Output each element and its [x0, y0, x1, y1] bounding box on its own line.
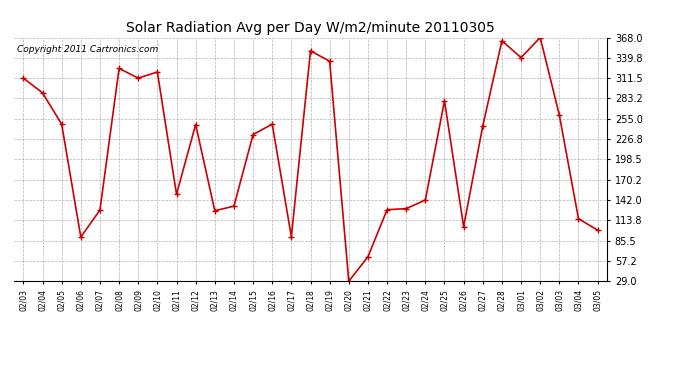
Title: Solar Radiation Avg per Day W/m2/minute 20110305: Solar Radiation Avg per Day W/m2/minute …	[126, 21, 495, 35]
Text: Copyright 2011 Cartronics.com: Copyright 2011 Cartronics.com	[17, 45, 158, 54]
